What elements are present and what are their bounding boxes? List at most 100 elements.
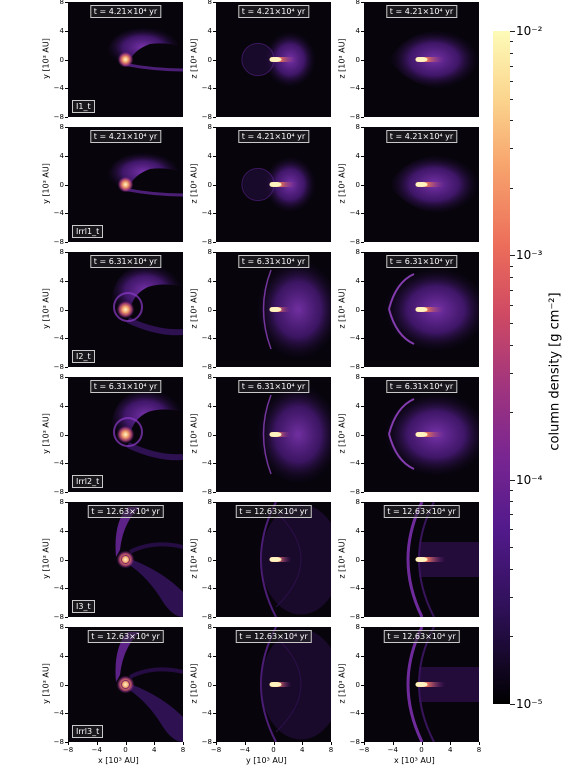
time-label: t = 6.31×10⁴ yr (237, 380, 310, 393)
y-tick-mark (361, 2, 364, 3)
panel-r4-c2: t = 6.31×10⁴ yr (216, 377, 331, 492)
panel-r6-c3: t = 12.63×10⁴ yr (364, 627, 479, 742)
y-tick-mark (65, 127, 68, 128)
colorbar-minor-tick (510, 305, 513, 307)
colorbar-tick-1e-3: 10⁻³ (516, 248, 543, 262)
y-tick-mark (213, 127, 216, 128)
panel-r1-c3: t = 4.21×10⁴ yr (364, 2, 479, 117)
y-tick-label: −8 (201, 613, 212, 621)
y-tick-label: 8 (355, 0, 360, 6)
y-tick-label: 4 (207, 151, 212, 160)
x-tick-label: −4 (91, 746, 102, 754)
y-tick-label: 4 (207, 276, 212, 285)
x-axis-label: x [10³ AU] (98, 756, 139, 765)
colorbar-minor-tick (510, 412, 513, 414)
y-tick-mark (361, 617, 364, 618)
y-axis-label: z [10³ AU] (337, 288, 347, 329)
y-tick-mark (65, 280, 68, 282)
y-tick-mark (213, 117, 216, 118)
y-tick-label: −8 (53, 113, 64, 121)
y-tick-label: −8 (349, 738, 360, 746)
panel-r1-c2: t = 4.21×10⁴ yr (216, 2, 331, 117)
y-tick-mark (361, 213, 364, 215)
y-tick-mark (65, 742, 68, 743)
panel-r5-c1: t = 12.63×10⁴ yr I3_t (68, 502, 183, 617)
y-tick-mark (361, 530, 364, 532)
y-tick-label: 8 (59, 248, 64, 256)
y-tick-mark (213, 2, 216, 3)
y-tick-mark (213, 559, 216, 561)
y-tick-mark (65, 252, 68, 253)
panel-r6-c1: t = 12.63×10⁴ yr Irrl3_t (68, 627, 183, 742)
x-tick-mark (96, 742, 98, 745)
y-tick-mark (361, 684, 364, 686)
y-tick-mark (65, 655, 68, 657)
x-tick-mark (331, 742, 332, 745)
colorbar-minor-tick (510, 372, 513, 374)
colorbar-major-tick (510, 255, 515, 257)
y-tick-label: 0 (207, 555, 212, 564)
y-tick-mark (361, 655, 364, 657)
y-tick-mark (213, 242, 216, 243)
y-axis-label: z [10³ AU] (189, 288, 199, 329)
colorbar-minor-tick (510, 80, 513, 82)
colorbar-minor-tick (510, 187, 513, 189)
y-tick-mark (213, 280, 216, 282)
y-tick-mark (213, 530, 216, 532)
y-tick-mark (65, 530, 68, 532)
y-tick-label: −8 (201, 363, 212, 371)
colorbar-minor-tick (510, 636, 513, 638)
y-tick-label: −4 (201, 84, 212, 93)
y-tick-mark (361, 367, 364, 368)
colorbar-minor-tick (510, 529, 513, 531)
x-tick-mark (302, 742, 304, 745)
y-tick-label: 0 (207, 55, 212, 64)
y-tick-label: −4 (349, 709, 360, 718)
y-tick-label: 4 (355, 276, 360, 285)
colorbar-major-tick (510, 479, 515, 481)
x-tick-label: −4 (239, 746, 250, 754)
x-tick-mark (392, 742, 394, 745)
y-tick-mark (361, 492, 364, 493)
y-tick-label: 0 (355, 55, 360, 64)
y-tick-mark (213, 713, 216, 715)
y-tick-label: −4 (349, 84, 360, 93)
y-tick-mark (361, 434, 364, 436)
y-tick-mark (361, 127, 364, 128)
y-tick-label: −4 (201, 459, 212, 468)
panel-r5-c3: t = 12.63×10⁴ yr (364, 502, 479, 617)
x-tick-label: 0 (271, 746, 276, 754)
y-tick-mark (65, 30, 68, 32)
y-tick-label: 8 (207, 373, 212, 381)
y-tick-mark (213, 434, 216, 436)
y-tick-label: −8 (53, 738, 64, 746)
y-tick-label: 8 (355, 248, 360, 256)
y-tick-mark (213, 588, 216, 590)
x-tick-mark (154, 742, 156, 745)
colorbar-minor-tick (510, 41, 513, 43)
panel-r3-c1: t = 6.31×10⁴ yr I2_t (68, 252, 183, 367)
panel-r1-c1: t = 4.21×10⁴ yr I1_t (68, 2, 183, 117)
y-tick-label: 0 (59, 180, 64, 189)
y-tick-label: −4 (349, 334, 360, 343)
y-tick-label: 0 (355, 430, 360, 439)
colorbar-minor-tick (510, 290, 513, 292)
y-tick-mark (213, 627, 216, 628)
time-label: t = 12.63×10⁴ yr (383, 505, 460, 518)
model-name-label: I3_t (72, 600, 95, 613)
y-tick-mark (213, 184, 216, 186)
x-tick-label: 4 (448, 746, 453, 754)
y-tick-mark (361, 280, 364, 282)
y-tick-label: −8 (349, 488, 360, 496)
y-tick-label: −8 (349, 113, 360, 121)
panel-r3-c2: t = 6.31×10⁴ yr (216, 252, 331, 367)
y-tick-mark (65, 588, 68, 590)
x-tick-label: −4 (387, 746, 398, 754)
y-tick-label: 0 (207, 180, 212, 189)
y-tick-mark (65, 155, 68, 157)
y-tick-mark (361, 30, 364, 32)
y-tick-mark (361, 742, 364, 743)
y-tick-label: 4 (59, 276, 64, 285)
colorbar-minor-tick (510, 148, 513, 150)
y-tick-label: −4 (201, 334, 212, 343)
